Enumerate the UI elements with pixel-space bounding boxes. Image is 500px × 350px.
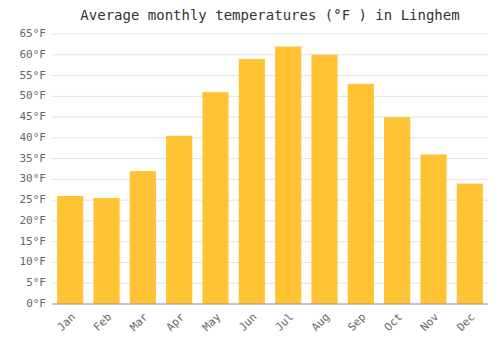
- x-tick-label: Feb: [91, 311, 114, 334]
- chart-container: 0°F 5°F 10°F 15°F 20°F 25°F 30°F 35°F 40°F 45°F 50…: [0, 0, 500, 350]
- y-tick-label: 30°F: [20, 172, 47, 185]
- grid-line: [52, 54, 488, 55]
- y-tick-label: 45°F: [20, 110, 47, 123]
- chart-title: Average monthly temperatures (°F ) in Li…: [80, 7, 459, 23]
- bar: [57, 196, 83, 304]
- x-axis: Jan Feb Mar Apr May Jun Jul Aug Sep Oct Nov Dec: [55, 310, 478, 334]
- x-tick-label: Apr: [164, 310, 188, 334]
- y-tick-label: 60°F: [20, 48, 47, 61]
- y-tick-label: 25°F: [20, 193, 47, 206]
- bar: [239, 59, 265, 304]
- x-tick-label: Jul: [273, 311, 296, 334]
- x-tick-label: Mar: [127, 310, 151, 334]
- page: {"chart_data": {"type": "bar", "title": …: [0, 0, 500, 350]
- bar: [166, 136, 192, 304]
- bar: [202, 92, 228, 304]
- x-axis-line: [52, 304, 488, 305]
- bar: [420, 154, 446, 304]
- bar: [457, 184, 483, 304]
- x-tick-label: Nov: [418, 310, 442, 334]
- y-tick-label: 35°F: [20, 152, 47, 165]
- x-tick-label: Jun: [236, 311, 259, 334]
- y-tick-label: 55°F: [20, 69, 47, 82]
- y-tick-label: 40°F: [20, 131, 47, 144]
- y-tick-label: 65°F: [20, 27, 47, 40]
- bar: [93, 198, 119, 304]
- grid-line: [52, 34, 488, 35]
- y-tick-label: 50°F: [20, 89, 47, 102]
- grid-line: [52, 304, 488, 305]
- y-tick-label: 5°F: [26, 276, 46, 289]
- y-tick-label: 15°F: [20, 235, 47, 248]
- x-tick-label: Sep: [345, 311, 368, 334]
- y-axis: 0°F 5°F 10°F 15°F 20°F 25°F 30°F 35°F 40°F 45°F 50…: [20, 27, 489, 310]
- y-tick-label: 0°F: [26, 297, 46, 310]
- x-tick-label: Jan: [55, 311, 78, 334]
- y-tick-label: 10°F: [20, 255, 47, 268]
- x-tick-label: Aug: [309, 311, 332, 334]
- grid-line: [52, 137, 488, 138]
- bar: [348, 84, 374, 304]
- chart-svg: 0°F 5°F 10°F 15°F 20°F 25°F 30°F 35°F 40°F 45°F 50…: [0, 0, 500, 350]
- bar: [130, 171, 156, 304]
- y-tick-label: 20°F: [20, 214, 47, 227]
- x-tick-label: Dec: [454, 311, 477, 334]
- grid-line: [52, 75, 488, 76]
- x-tick-label: Oct: [382, 311, 405, 334]
- bar: [384, 117, 410, 304]
- bar: [275, 46, 301, 304]
- bar: [311, 55, 337, 304]
- x-tick-label: May: [200, 310, 224, 334]
- grid-line: [52, 117, 488, 118]
- grid-line: [52, 96, 488, 97]
- bars: [57, 46, 483, 304]
